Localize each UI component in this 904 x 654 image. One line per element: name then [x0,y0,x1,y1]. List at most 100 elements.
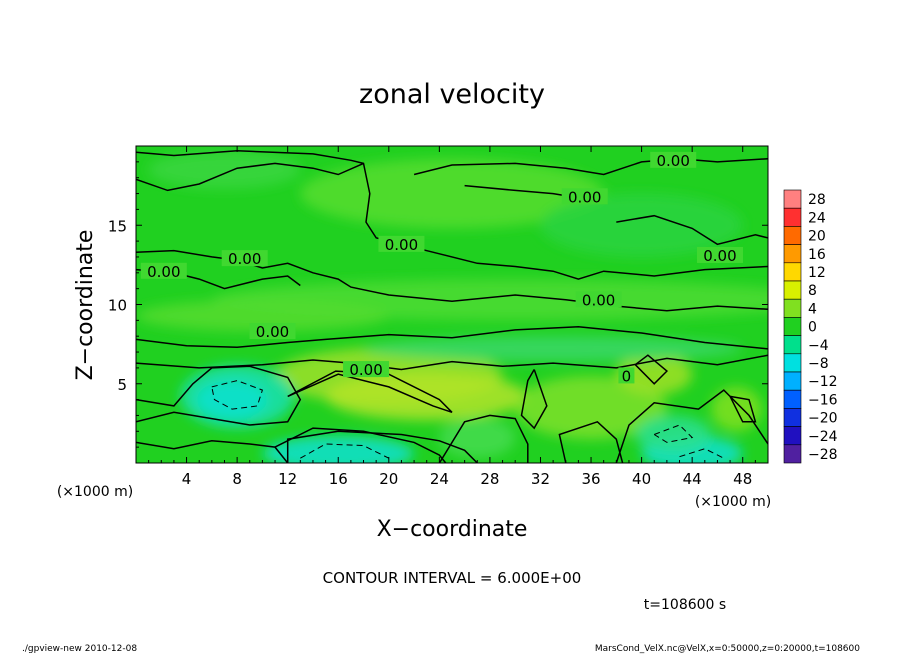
colorbar-swatch [783,280,802,300]
x-tick-label: 24 [430,470,449,488]
colorbar-swatch [783,226,802,245]
contour-line [616,214,768,246]
colorbar-swatch [783,353,802,373]
contour-label-bg [249,323,296,340]
contour-line-negative [679,448,725,459]
x-tick-label: 20 [379,470,398,488]
y-axis-label: Z−coordinate [73,230,98,381]
x-unit-label-right: (×1000 m) [695,494,771,510]
colorbar-label: 16 [808,247,826,263]
colorbar-label: −24 [808,429,838,445]
colorbar-swatch [783,426,802,446]
contour-line [136,354,768,371]
y-tick-label: 15 [108,217,127,235]
field-region [515,375,667,440]
contour-line [286,430,478,463]
contour-label-bg [561,188,608,205]
contour-line [438,414,529,463]
contour-label: 0.00 [703,247,736,265]
contour-label: 0.00 [385,236,418,254]
field-region [540,193,743,257]
colorbar-swatch [783,408,802,427]
contour-line [136,440,289,463]
colorbar-label: 4 [808,301,817,317]
colorbar-swatch [783,317,802,336]
x-tick-label: 44 [683,470,702,488]
contour-labels: 0.00 0.00 0.00 0.00 0.00 0.00 0.00 0.00 0.00 0 [140,151,743,385]
contour-label: 0.00 [228,250,261,268]
contour-label: 0.00 [147,263,180,281]
contour-line-negative [211,380,264,410]
contour-label: 0.00 [568,188,601,206]
colorbar-label: −16 [808,392,838,408]
footer-left: ./gpview-new 2010-12-08 [22,644,137,654]
contour-label: 0.00 [582,291,615,309]
contour-line [634,354,669,385]
contour-label-bg [575,291,622,308]
time-label: t=108600 s [644,597,726,613]
plot-area: 0.00 0.00 0.00 0.00 0.00 0.00 0.00 0.00 0.00 0 [136,146,768,463]
contour-line [413,157,768,176]
contour-label: 0.00 [256,323,289,341]
colorbar-swatch [783,335,802,355]
x-unit-label: (×1000 m) [57,484,133,500]
y-tick-label: 10 [108,297,127,315]
x-tick-label: 8 [232,470,242,488]
field-region [300,158,604,229]
colorbar-swatch [783,298,802,318]
colorbar: 28 24 20 16 12 8 4 0 −4 −8 −12 −16 −20 −24 −28 [783,189,838,464]
chart-title: zonal velocity [359,79,545,110]
field-region [262,436,415,463]
contour-line [729,395,757,423]
colorbar-label: −12 [808,374,838,390]
colorbar-label: −28 [808,447,838,463]
colorbar-swatch [783,444,802,464]
field-region [325,372,528,421]
colorbar-label: −8 [808,356,829,372]
field-region [635,415,712,454]
field-region [196,380,268,419]
contour-line [274,427,447,463]
x-tick-label: 16 [329,470,348,488]
field-shading [136,150,768,463]
colorbar-label: 8 [808,283,817,299]
contour-line-negative [653,424,694,443]
contour-line-negative [300,443,390,459]
colorbar-label: 0 [808,320,817,336]
colorbar-label: 28 [808,192,826,208]
contour-label-bg [618,367,635,384]
x-tick-label: 48 [733,470,752,488]
contour-line [136,365,302,426]
contour-line [136,162,364,192]
contour-label: 0 [622,367,632,385]
x-axis-label: X−coordinate [377,517,528,542]
contour-label: 0.00 [349,361,382,379]
colorbar-label: −20 [808,411,838,427]
field-region [439,417,516,459]
contour-interval-text: CONTOUR INTERVAL = 6.000E+00 [323,569,582,587]
contour-line [136,325,768,350]
colorbar-label: 24 [808,210,826,226]
colorbar-label: 20 [808,229,826,245]
colorbar-swatch [783,189,802,209]
colorbar-swatch [783,262,802,282]
colorbar-label: −4 [808,338,829,354]
colorbar-swatch [783,371,802,391]
footer-right: MarsCond_VelX.nc@VelX,x=0:50000,z=0:2000… [595,644,860,654]
field-region [136,299,389,332]
colorbar-label: 12 [808,265,826,281]
contour-label-bg [650,151,697,168]
contour-label: 0.00 [656,152,689,170]
field-region [148,150,301,189]
x-tick-label: 36 [581,470,600,488]
contour-line [520,369,548,430]
colorbar-swatch [783,207,802,227]
x-tick-label: 4 [182,470,192,488]
y-tick-label: 5 [117,376,127,394]
contour-label-bg [378,235,425,252]
contour-label-bg [343,361,390,378]
x-axis: 4 8 12 16 20 24 28 32 36 40 44 48 [148,146,756,488]
x-tick-label: 12 [278,470,297,488]
colorbar-swatch [783,244,802,264]
